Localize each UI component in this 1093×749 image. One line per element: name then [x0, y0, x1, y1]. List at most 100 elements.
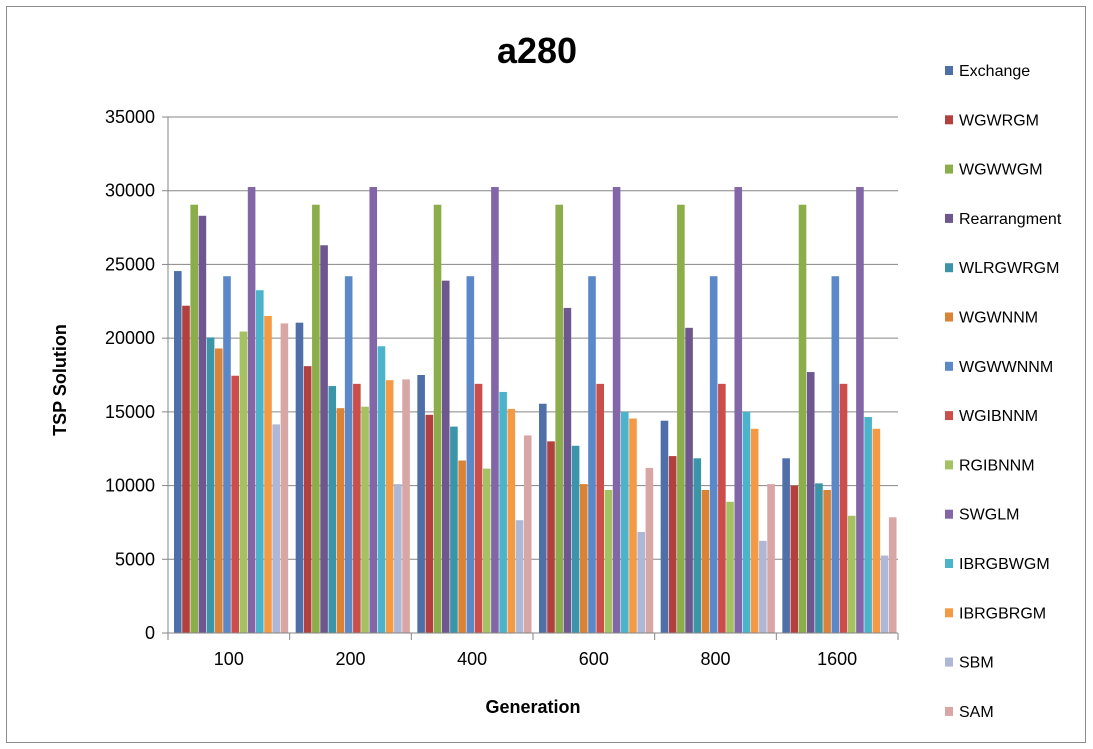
gridlines [168, 116, 898, 560]
bar-wgwwnnm-100 [223, 276, 231, 633]
legend: Exchange WGWRGM WGWWGM Rearrangment WLRGWRGM… [945, 63, 1062, 721]
bar-wlrgwrgm-600 [571, 445, 580, 633]
bar-exchange-800 [660, 420, 669, 633]
legend-label: WGWWNNM [959, 359, 1053, 376]
legend-label: RGIBNNM [959, 457, 1035, 474]
x-tick-label: 1600 [817, 649, 857, 669]
bar-wgibnnm-100 [231, 375, 239, 633]
bar-sbm-600 [637, 532, 645, 633]
bar-wgibnnm-400 [474, 383, 483, 633]
bar-sam-1600 [888, 517, 897, 633]
y-tick-label: 15000 [105, 402, 155, 422]
bar-ibrgbrgm-1600 [872, 428, 881, 633]
bar-wgibnnm-200 [353, 383, 361, 633]
legend-label: WGIBNNM [959, 408, 1038, 425]
bar-ibrgbwgm-600 [621, 411, 629, 633]
bar-ibrgbrgm-600 [629, 418, 637, 633]
legend-swatch [945, 608, 953, 618]
bar-wlrgwrgm-800 [693, 458, 702, 633]
bar-sbm-200 [394, 484, 402, 633]
bar-wgwnnm-400 [458, 460, 466, 633]
legend-label: IBRGBRGM [959, 605, 1046, 622]
bar-wlrgwrgm-1600 [815, 483, 823, 633]
bar-swglm-1600 [856, 187, 864, 633]
bar-wgwwgm-400 [433, 204, 442, 633]
bar-rgibnnm-200 [361, 406, 369, 633]
legend-swatch [945, 115, 953, 125]
legend-swatch [945, 509, 953, 519]
bar-swglm-200 [369, 187, 378, 633]
bar-rgibnnm-1600 [847, 515, 856, 633]
bar-rearrangment-600 [563, 307, 572, 633]
legend-label: WGWRGM [959, 112, 1039, 129]
legend-label: SBM [959, 655, 994, 672]
bar-wgwwgm-200 [312, 204, 320, 633]
bar-rearrangment-100 [198, 215, 207, 633]
y-tick-label: 20000 [105, 328, 155, 348]
bar-sam-600 [645, 467, 654, 633]
y-tick-label: 25000 [105, 254, 155, 274]
bar-rgibnnm-600 [604, 489, 613, 633]
bar-rearrangment-800 [685, 327, 693, 633]
bar-exchange-600 [539, 403, 547, 633]
bar-rearrangment-1600 [806, 372, 815, 633]
legend-label: WGWNNM [959, 310, 1038, 327]
x-axis-title: Generation [485, 697, 580, 717]
y-axis-title: TSP Solution [50, 324, 70, 436]
y-tick-label: 10000 [105, 476, 155, 496]
bar-wgibnnm-800 [718, 383, 726, 633]
bar-wgibnnm-600 [596, 383, 604, 633]
bar-exchange-200 [295, 322, 304, 633]
bar-wgwrgm-1600 [790, 485, 799, 633]
bar-ibrgbwgm-1600 [864, 417, 872, 633]
bar-wgwwgm-100 [190, 204, 198, 633]
bar-wlrgwrgm-400 [450, 426, 458, 633]
legend-label: WGWWGM [959, 162, 1043, 179]
legend-label: SAM [959, 704, 994, 721]
bar-wgibnnm-1600 [839, 383, 848, 633]
bar-wgwwnnm-1600 [831, 276, 840, 633]
bar-wgwwgm-800 [677, 204, 685, 633]
x-tick-label: 200 [335, 649, 365, 669]
legend-swatch [945, 213, 953, 223]
bar-wgwrgm-200 [303, 366, 312, 633]
bar-wgwrgm-600 [547, 441, 555, 633]
bar-wgwrgm-800 [668, 456, 677, 633]
bar-wgwrgm-100 [182, 305, 190, 633]
bar-wgwnnm-200 [336, 408, 345, 633]
bar-sam-800 [767, 484, 775, 633]
bar-rearrangment-200 [320, 245, 328, 633]
bar-exchange-400 [417, 375, 425, 633]
bar-ibrgbrgm-100 [264, 316, 272, 633]
bar-wgwwnnm-200 [344, 276, 353, 633]
bar-ibrgbwgm-100 [256, 290, 264, 633]
bar-sam-200 [402, 379, 410, 633]
y-tick-label: 5000 [115, 549, 155, 569]
bar-ibrgbwgm-800 [742, 411, 751, 633]
legend-swatch [945, 361, 953, 371]
legend-label: SWGLM [959, 507, 1019, 524]
bar-swglm-800 [734, 187, 743, 633]
legend-swatch [945, 411, 953, 421]
y-tick-labels: 0 5000 10000 15000 20000 25000 30000 35000 [105, 107, 155, 643]
legend-swatch [945, 657, 953, 667]
legend-label: Rearrangment [959, 211, 1062, 228]
x-tick-label: 400 [457, 649, 487, 669]
legend-swatch [945, 312, 953, 322]
bar-sam-400 [523, 435, 532, 633]
chart-title: a280 [497, 30, 577, 71]
bars [174, 187, 897, 633]
x-tick-label: 100 [214, 649, 244, 669]
legend-swatch [945, 263, 953, 273]
bar-swglm-400 [491, 187, 499, 633]
bar-ibrgbrgm-800 [750, 428, 759, 633]
legend-swatch [945, 164, 953, 174]
legend-label: WLRGWRGM [959, 260, 1059, 277]
y-tick-label: 30000 [105, 181, 155, 201]
legend-label: IBRGBWGM [959, 556, 1050, 573]
x-tick-label: 800 [700, 649, 730, 669]
bar-wlrgwrgm-200 [328, 386, 337, 633]
bar-ibrgbrgm-400 [507, 408, 516, 633]
bar-sam-100 [280, 323, 289, 633]
x-tick-label: 600 [579, 649, 609, 669]
